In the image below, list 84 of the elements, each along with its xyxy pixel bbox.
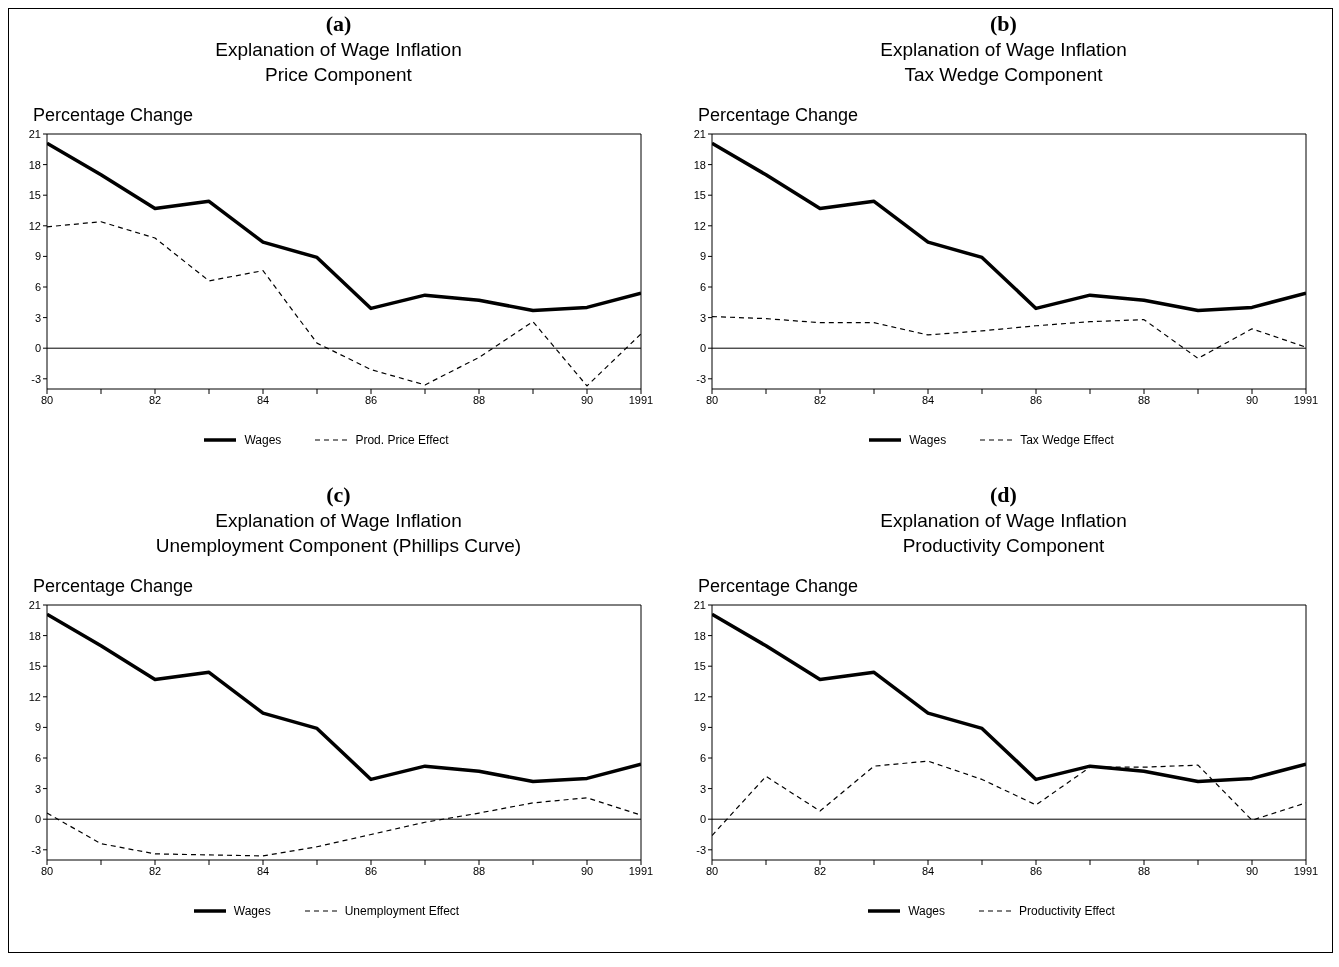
y-tick-label: 15: [693, 659, 706, 672]
x-tick-label: 1991: [628, 393, 654, 406]
y-axis-title: Percentage Change: [33, 575, 195, 598]
y-tick-label: 3: [699, 311, 706, 324]
x-tick-label: 90: [1245, 393, 1259, 406]
x-tick-label: 82: [148, 864, 162, 877]
x-tick-label: 84: [256, 393, 270, 406]
y-tick-label: 0: [34, 342, 41, 355]
x-tick-label: 84: [256, 864, 270, 877]
legend-label: Unemployment Effect: [344, 903, 460, 918]
x-tick-label: 1991: [1293, 864, 1319, 877]
x-tick-label: 84: [921, 393, 935, 406]
legend-label: Productivity Effect: [1019, 903, 1115, 918]
chart-subtitle: Explanation of Wage Inflation Productivity Component: [879, 508, 1128, 558]
x-tick-label: 88: [1137, 393, 1151, 406]
x-tick-label: 82: [813, 864, 827, 877]
y-tick-label: 6: [34, 280, 41, 293]
y-tick-label: 0: [699, 812, 706, 825]
y-tick-label: 21: [693, 127, 706, 140]
y-tick-label: -3: [31, 843, 41, 856]
chart-subtitle: Explanation of Wage Inflation Price Component: [214, 38, 463, 87]
chart-title: (d): [989, 481, 1018, 508]
legend-label: Tax Wedge Effect: [1020, 433, 1114, 447]
y-tick-label: 6: [34, 751, 41, 764]
y-tick-label: 9: [34, 250, 41, 263]
y-tick-label: 18: [693, 629, 706, 642]
y-tick-label: 3: [34, 311, 41, 324]
y-tick-label: 12: [28, 219, 41, 232]
y-tick-label: 21: [693, 598, 706, 611]
x-tick-label: 88: [1137, 864, 1151, 877]
x-tick-label: 86: [364, 393, 378, 406]
y-tick-label: 12: [28, 690, 41, 703]
x-tick-label: 90: [580, 393, 594, 406]
x-tick-label: 90: [1245, 864, 1259, 877]
y-tick-label: 6: [699, 280, 706, 293]
x-tick-label: 86: [1029, 864, 1043, 877]
y-tick-label: 21: [28, 598, 41, 611]
y-tick-label: 9: [699, 250, 706, 263]
x-tick-label: 1991: [628, 864, 654, 877]
y-tick-label: 9: [34, 720, 41, 733]
y-tick-label: -3: [31, 372, 41, 385]
y-tick-label: 3: [34, 782, 41, 795]
chart-title: (b): [989, 11, 1018, 37]
x-tick-label: 88: [472, 864, 486, 877]
y-tick-label: 15: [28, 189, 41, 202]
x-tick-label: 84: [921, 864, 935, 877]
x-tick-label: 80: [705, 393, 719, 406]
legend-label: Wages: [908, 903, 946, 918]
legend-label: Wages: [909, 433, 947, 447]
legend-label: Prod. Price Effect: [355, 433, 449, 447]
legend-label: Wages: [244, 433, 282, 447]
x-tick-label: 80: [40, 393, 54, 406]
y-axis-title: Percentage Change: [698, 105, 860, 127]
chart-subtitle: Explanation of Wage Inflation Unemployment Component (Phillips Curve): [154, 508, 523, 558]
y-tick-label: -3: [696, 372, 706, 385]
chart-subtitle: Explanation of Wage Inflation Tax Wedge Component: [879, 38, 1128, 87]
y-axis-title: Percentage Change: [698, 575, 860, 598]
y-tick-label: 15: [693, 189, 706, 202]
chart-title: (a): [324, 11, 353, 37]
y-tick-label: 18: [28, 158, 41, 171]
x-tick-label: 86: [1029, 393, 1043, 406]
x-tick-label: 88: [472, 393, 486, 406]
y-tick-label: 21: [28, 127, 41, 140]
y-tick-label: 6: [699, 751, 706, 764]
x-tick-label: 80: [705, 864, 719, 877]
x-tick-label: 82: [813, 393, 827, 406]
y-tick-label: 0: [34, 812, 41, 825]
y-tick-label: 0: [699, 342, 706, 355]
x-tick-label: 1991: [1293, 393, 1319, 406]
y-tick-label: 18: [28, 629, 41, 642]
y-tick-label: 18: [693, 158, 706, 171]
y-tick-label: 3: [699, 782, 706, 795]
chart-title: (c): [325, 481, 352, 508]
x-tick-label: 82: [148, 393, 162, 406]
x-tick-label: 90: [580, 864, 594, 877]
y-tick-label: 15: [28, 659, 41, 672]
legend-label: Wages: [233, 903, 271, 918]
y-tick-label: 12: [693, 219, 706, 232]
x-tick-label: 80: [40, 864, 54, 877]
y-tick-label: 9: [699, 720, 706, 733]
y-axis-title: Percentage Change: [33, 105, 195, 127]
y-tick-label: -3: [696, 843, 706, 856]
y-tick-label: 12: [693, 690, 706, 703]
x-tick-label: 86: [364, 864, 378, 877]
